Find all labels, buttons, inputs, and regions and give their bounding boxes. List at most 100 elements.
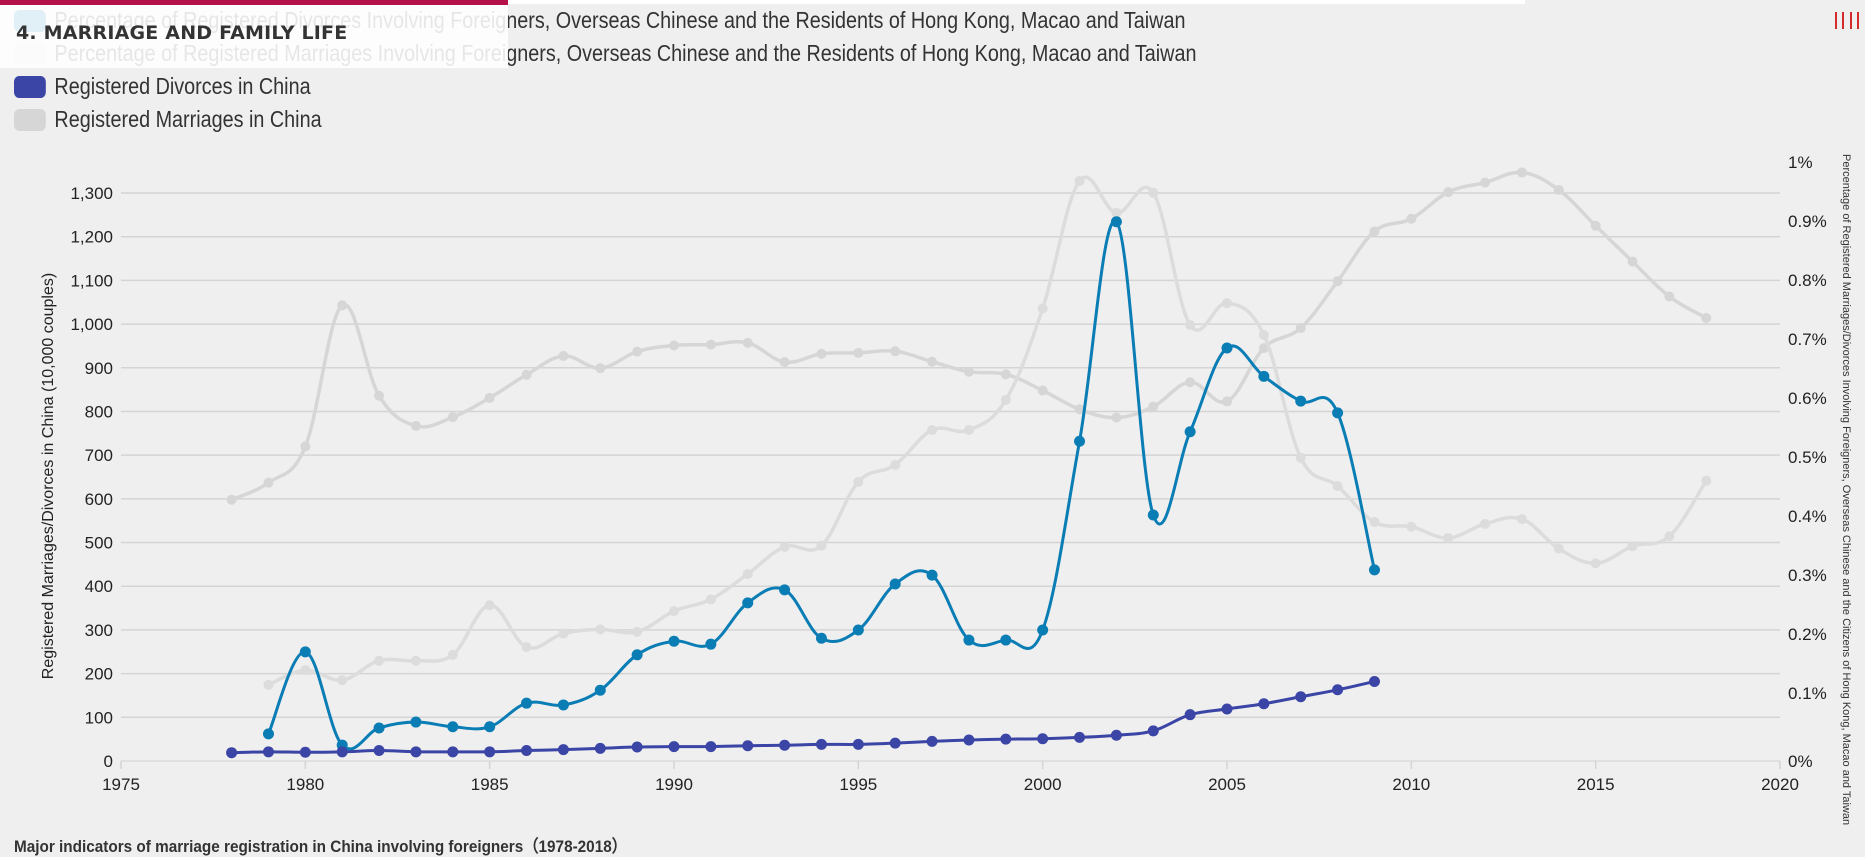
data-point[interactable]: [927, 356, 938, 367]
data-point[interactable]: [1332, 481, 1343, 492]
data-point[interactable]: [373, 722, 385, 734]
data-point[interactable]: [1295, 691, 1307, 703]
data-point[interactable]: [1553, 184, 1564, 195]
data-point[interactable]: [815, 632, 827, 644]
data-point[interactable]: [1332, 407, 1344, 419]
data-point[interactable]: [742, 740, 754, 752]
data-point[interactable]: [1369, 226, 1380, 237]
data-point[interactable]: [1258, 370, 1270, 382]
data-point[interactable]: [705, 339, 716, 350]
data-point[interactable]: [779, 541, 790, 552]
data-point[interactable]: [594, 742, 606, 754]
data-point[interactable]: [447, 649, 458, 660]
data-point[interactable]: [1000, 369, 1011, 380]
data-point[interactable]: [594, 684, 606, 696]
data-point[interactable]: [410, 746, 422, 758]
data-point[interactable]: [521, 697, 533, 709]
data-point[interactable]: [1147, 725, 1159, 737]
data-point[interactable]: [521, 745, 533, 757]
data-point[interactable]: [1406, 213, 1417, 224]
data-point[interactable]: [668, 741, 680, 753]
data-point[interactable]: [963, 425, 974, 436]
data-point[interactable]: [521, 369, 532, 380]
data-point[interactable]: [705, 741, 717, 753]
data-point[interactable]: [927, 425, 938, 436]
data-point[interactable]: [374, 655, 385, 666]
data-point[interactable]: [779, 357, 790, 368]
data-point[interactable]: [669, 606, 679, 617]
data-point[interactable]: [595, 363, 606, 374]
data-point[interactable]: [1295, 452, 1306, 463]
data-point[interactable]: [779, 739, 791, 751]
data-point[interactable]: [1443, 532, 1454, 543]
data-point[interactable]: [1553, 543, 1564, 554]
data-point[interactable]: [963, 634, 975, 646]
data-point[interactable]: [1295, 395, 1307, 407]
data-point[interactable]: [926, 569, 938, 581]
legend-item-divorces[interactable]: Registered Divorces in China: [14, 70, 1196, 103]
data-point[interactable]: [1627, 256, 1638, 267]
data-point[interactable]: [226, 494, 237, 505]
data-point[interactable]: [1701, 475, 1712, 486]
data-point[interactable]: [1664, 531, 1675, 542]
data-point[interactable]: [1369, 517, 1380, 528]
data-point[interactable]: [632, 346, 643, 357]
data-point[interactable]: [1074, 435, 1086, 447]
data-point[interactable]: [669, 340, 679, 351]
data-point[interactable]: [816, 348, 827, 359]
data-point[interactable]: [373, 745, 385, 757]
data-point[interactable]: [1222, 396, 1232, 407]
data-point[interactable]: [1590, 558, 1601, 569]
data-point[interactable]: [1148, 401, 1159, 412]
data-point[interactable]: [705, 594, 716, 605]
legend-item-marriages[interactable]: Registered Marriages in China: [14, 103, 1196, 136]
data-point[interactable]: [1111, 412, 1122, 423]
data-point[interactable]: [1147, 509, 1159, 521]
data-point[interactable]: [447, 412, 458, 423]
data-point[interactable]: [1037, 624, 1049, 636]
data-point[interactable]: [1037, 385, 1048, 396]
data-point[interactable]: [890, 346, 901, 357]
data-point[interactable]: [1516, 514, 1527, 525]
data-point[interactable]: [300, 665, 311, 676]
data-point[interactable]: [889, 578, 901, 590]
data-point[interactable]: [447, 746, 459, 758]
data-point[interactable]: [1110, 729, 1122, 741]
data-point[interactable]: [1074, 404, 1085, 415]
data-point[interactable]: [1368, 564, 1380, 576]
data-point[interactable]: [484, 600, 495, 611]
data-point[interactable]: [1480, 518, 1491, 529]
data-point[interactable]: [1332, 684, 1344, 696]
data-point[interactable]: [337, 300, 348, 311]
data-point[interactable]: [484, 721, 496, 733]
data-point[interactable]: [1516, 167, 1527, 178]
data-point[interactable]: [484, 746, 496, 758]
data-point[interactable]: [226, 747, 238, 759]
data-point[interactable]: [1368, 675, 1380, 687]
data-point[interactable]: [336, 746, 348, 758]
data-point[interactable]: [705, 638, 717, 650]
data-point[interactable]: [963, 734, 975, 746]
data-point[interactable]: [410, 655, 421, 666]
data-point[interactable]: [558, 350, 569, 361]
data-point[interactable]: [1664, 291, 1675, 302]
data-point[interactable]: [742, 597, 754, 609]
data-point[interactable]: [1406, 521, 1417, 532]
data-point[interactable]: [300, 441, 311, 452]
data-point[interactable]: [853, 347, 864, 358]
data-point[interactable]: [1701, 312, 1712, 323]
data-point[interactable]: [1221, 342, 1233, 354]
data-point[interactable]: [1258, 330, 1269, 341]
data-point[interactable]: [1295, 323, 1306, 334]
data-point[interactable]: [1221, 703, 1233, 715]
data-point[interactable]: [521, 642, 532, 653]
menu-bars-icon[interactable]: [1835, 12, 1859, 29]
data-point[interactable]: [262, 728, 274, 740]
data-point[interactable]: [1037, 303, 1048, 314]
data-point[interactable]: [852, 624, 864, 636]
data-point[interactable]: [1074, 176, 1085, 187]
data-point[interactable]: [557, 699, 569, 711]
data-point[interactable]: [1000, 394, 1011, 405]
data-point[interactable]: [668, 635, 680, 647]
data-point[interactable]: [447, 721, 459, 733]
